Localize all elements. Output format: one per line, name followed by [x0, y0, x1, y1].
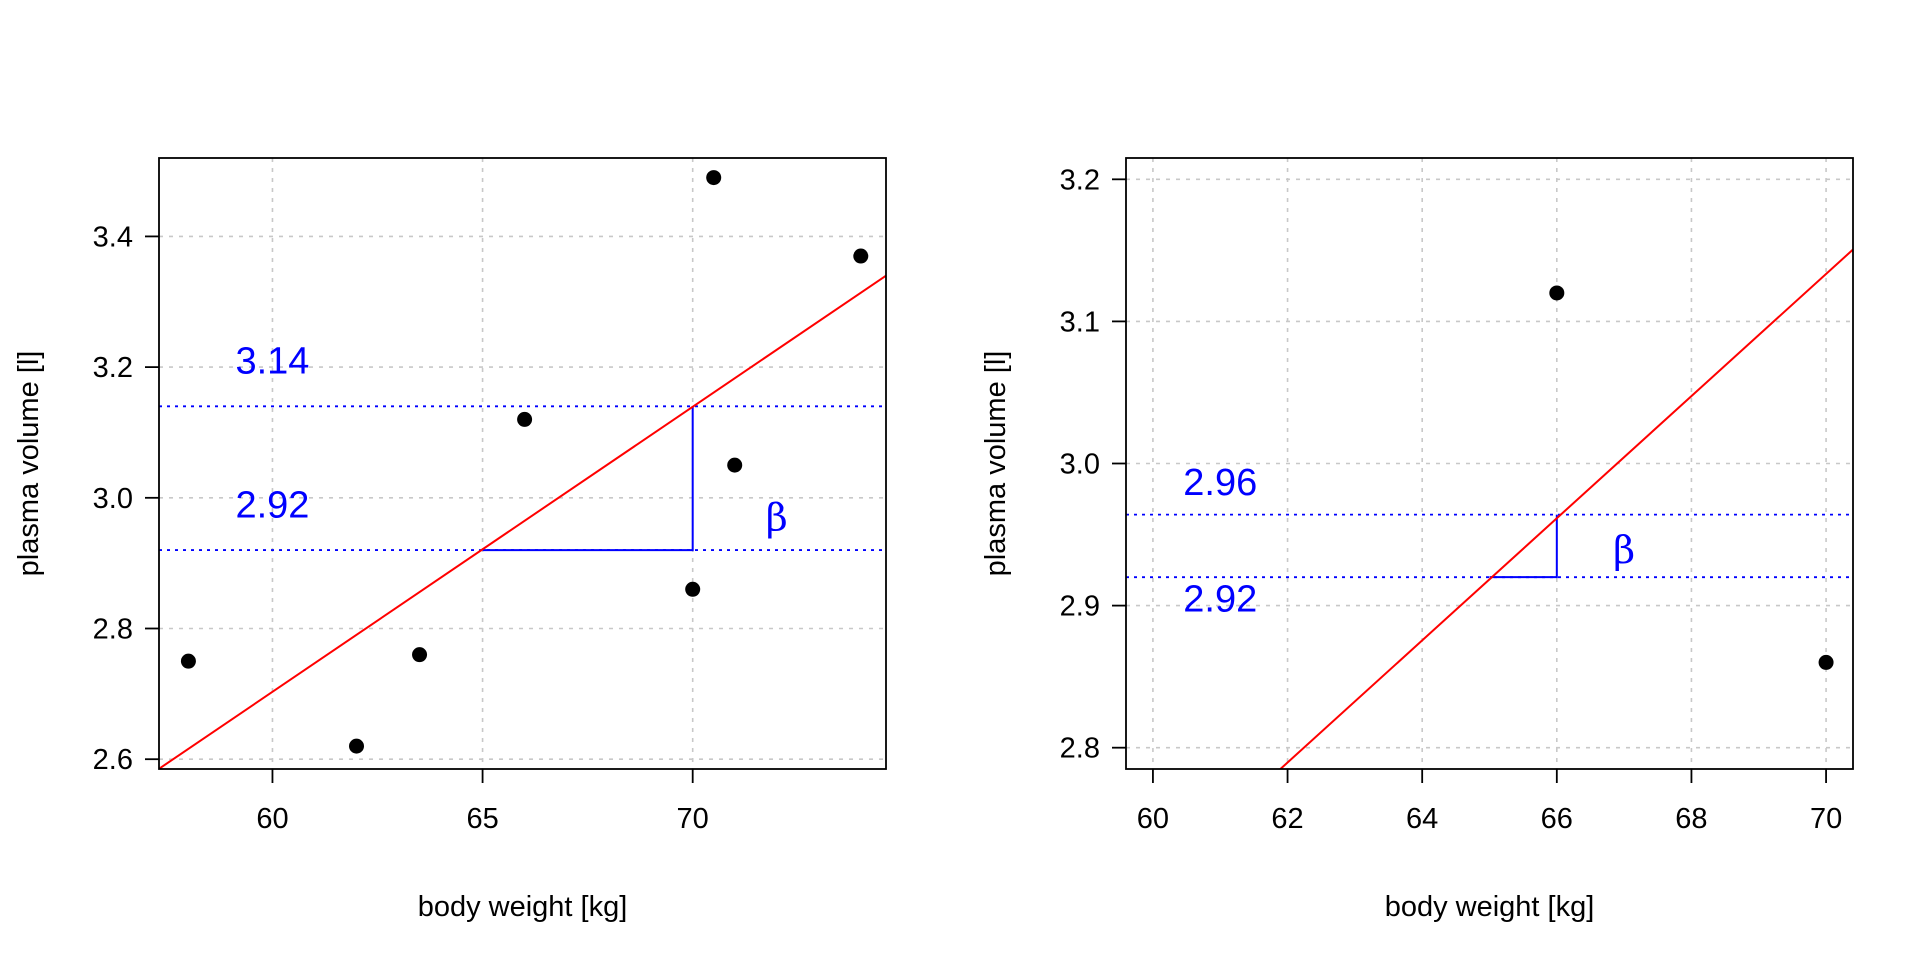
- data-point: [517, 411, 533, 427]
- x-tick-label: 60: [1137, 803, 1169, 835]
- x-tick-label: 64: [1406, 803, 1438, 835]
- x-axis-title: body weight [kg]: [418, 891, 628, 923]
- x-tick-label: 70: [677, 803, 709, 835]
- y-tick-label: 3.1: [1060, 306, 1100, 338]
- data-point: [853, 248, 869, 264]
- data-point: [685, 581, 701, 597]
- regression-line: [1278, 248, 1853, 769]
- y-axis-title: plasma volume [l]: [980, 351, 1012, 577]
- x-tick-label: 70: [1810, 803, 1842, 835]
- data-point: [727, 457, 743, 473]
- y-tick-label: 2.9: [1060, 591, 1100, 623]
- y-tick-label: 2.6: [93, 744, 133, 776]
- y-axis-title: plasma volume [l]: [13, 351, 45, 577]
- y-tick-label: 3.2: [1060, 164, 1100, 196]
- x-tick-label: 66: [1541, 803, 1573, 835]
- hline-value-label: 2.92: [1183, 578, 1257, 620]
- x-tick-label: 65: [466, 803, 498, 835]
- y-tick-label: 3.0: [1060, 449, 1100, 481]
- scatter-panel-left: 3.14 2.92 β 60 65 70 2.6 2.8 3.0 3.2 3.4 body weigh…: [13, 157, 887, 923]
- x-tick-label: 68: [1675, 803, 1707, 835]
- y-tick-label: 3.0: [93, 483, 133, 515]
- x-tick-label: 60: [256, 803, 288, 835]
- x-tick-label: 62: [1271, 803, 1303, 835]
- slope-triangle: [1489, 514, 1558, 579]
- beta-label: β: [766, 495, 788, 539]
- plot-area: [159, 158, 886, 769]
- plot-area: [1126, 158, 1853, 769]
- y-tick-label: 2.8: [93, 614, 133, 646]
- beta-label: β: [1613, 528, 1635, 572]
- hline-value-label: 3.14: [235, 341, 309, 383]
- slope-triangle: [482, 406, 694, 552]
- x-axis-title: body weight [kg]: [1385, 891, 1595, 923]
- y-tick-label: 2.8: [1060, 733, 1100, 765]
- y-tick-label: 3.4: [93, 221, 133, 253]
- hline-value-label: 2.92: [235, 484, 309, 526]
- hline-value-label: 2.96: [1183, 462, 1257, 504]
- data-point: [412, 647, 428, 663]
- data-point: [1818, 654, 1834, 670]
- data-point: [180, 653, 196, 669]
- data-point: [1549, 285, 1565, 301]
- data-point: [706, 170, 722, 186]
- y-tick-label: 3.2: [93, 352, 133, 384]
- regression-line: [159, 274, 886, 769]
- plot-frame: [158, 157, 887, 770]
- data-point: [349, 738, 365, 754]
- scatter-panel-right: 2.96 2.92 β 60 62 64 66 68 70 2.8 2.9 3.0 3.1 3.2 body…: [980, 157, 1854, 923]
